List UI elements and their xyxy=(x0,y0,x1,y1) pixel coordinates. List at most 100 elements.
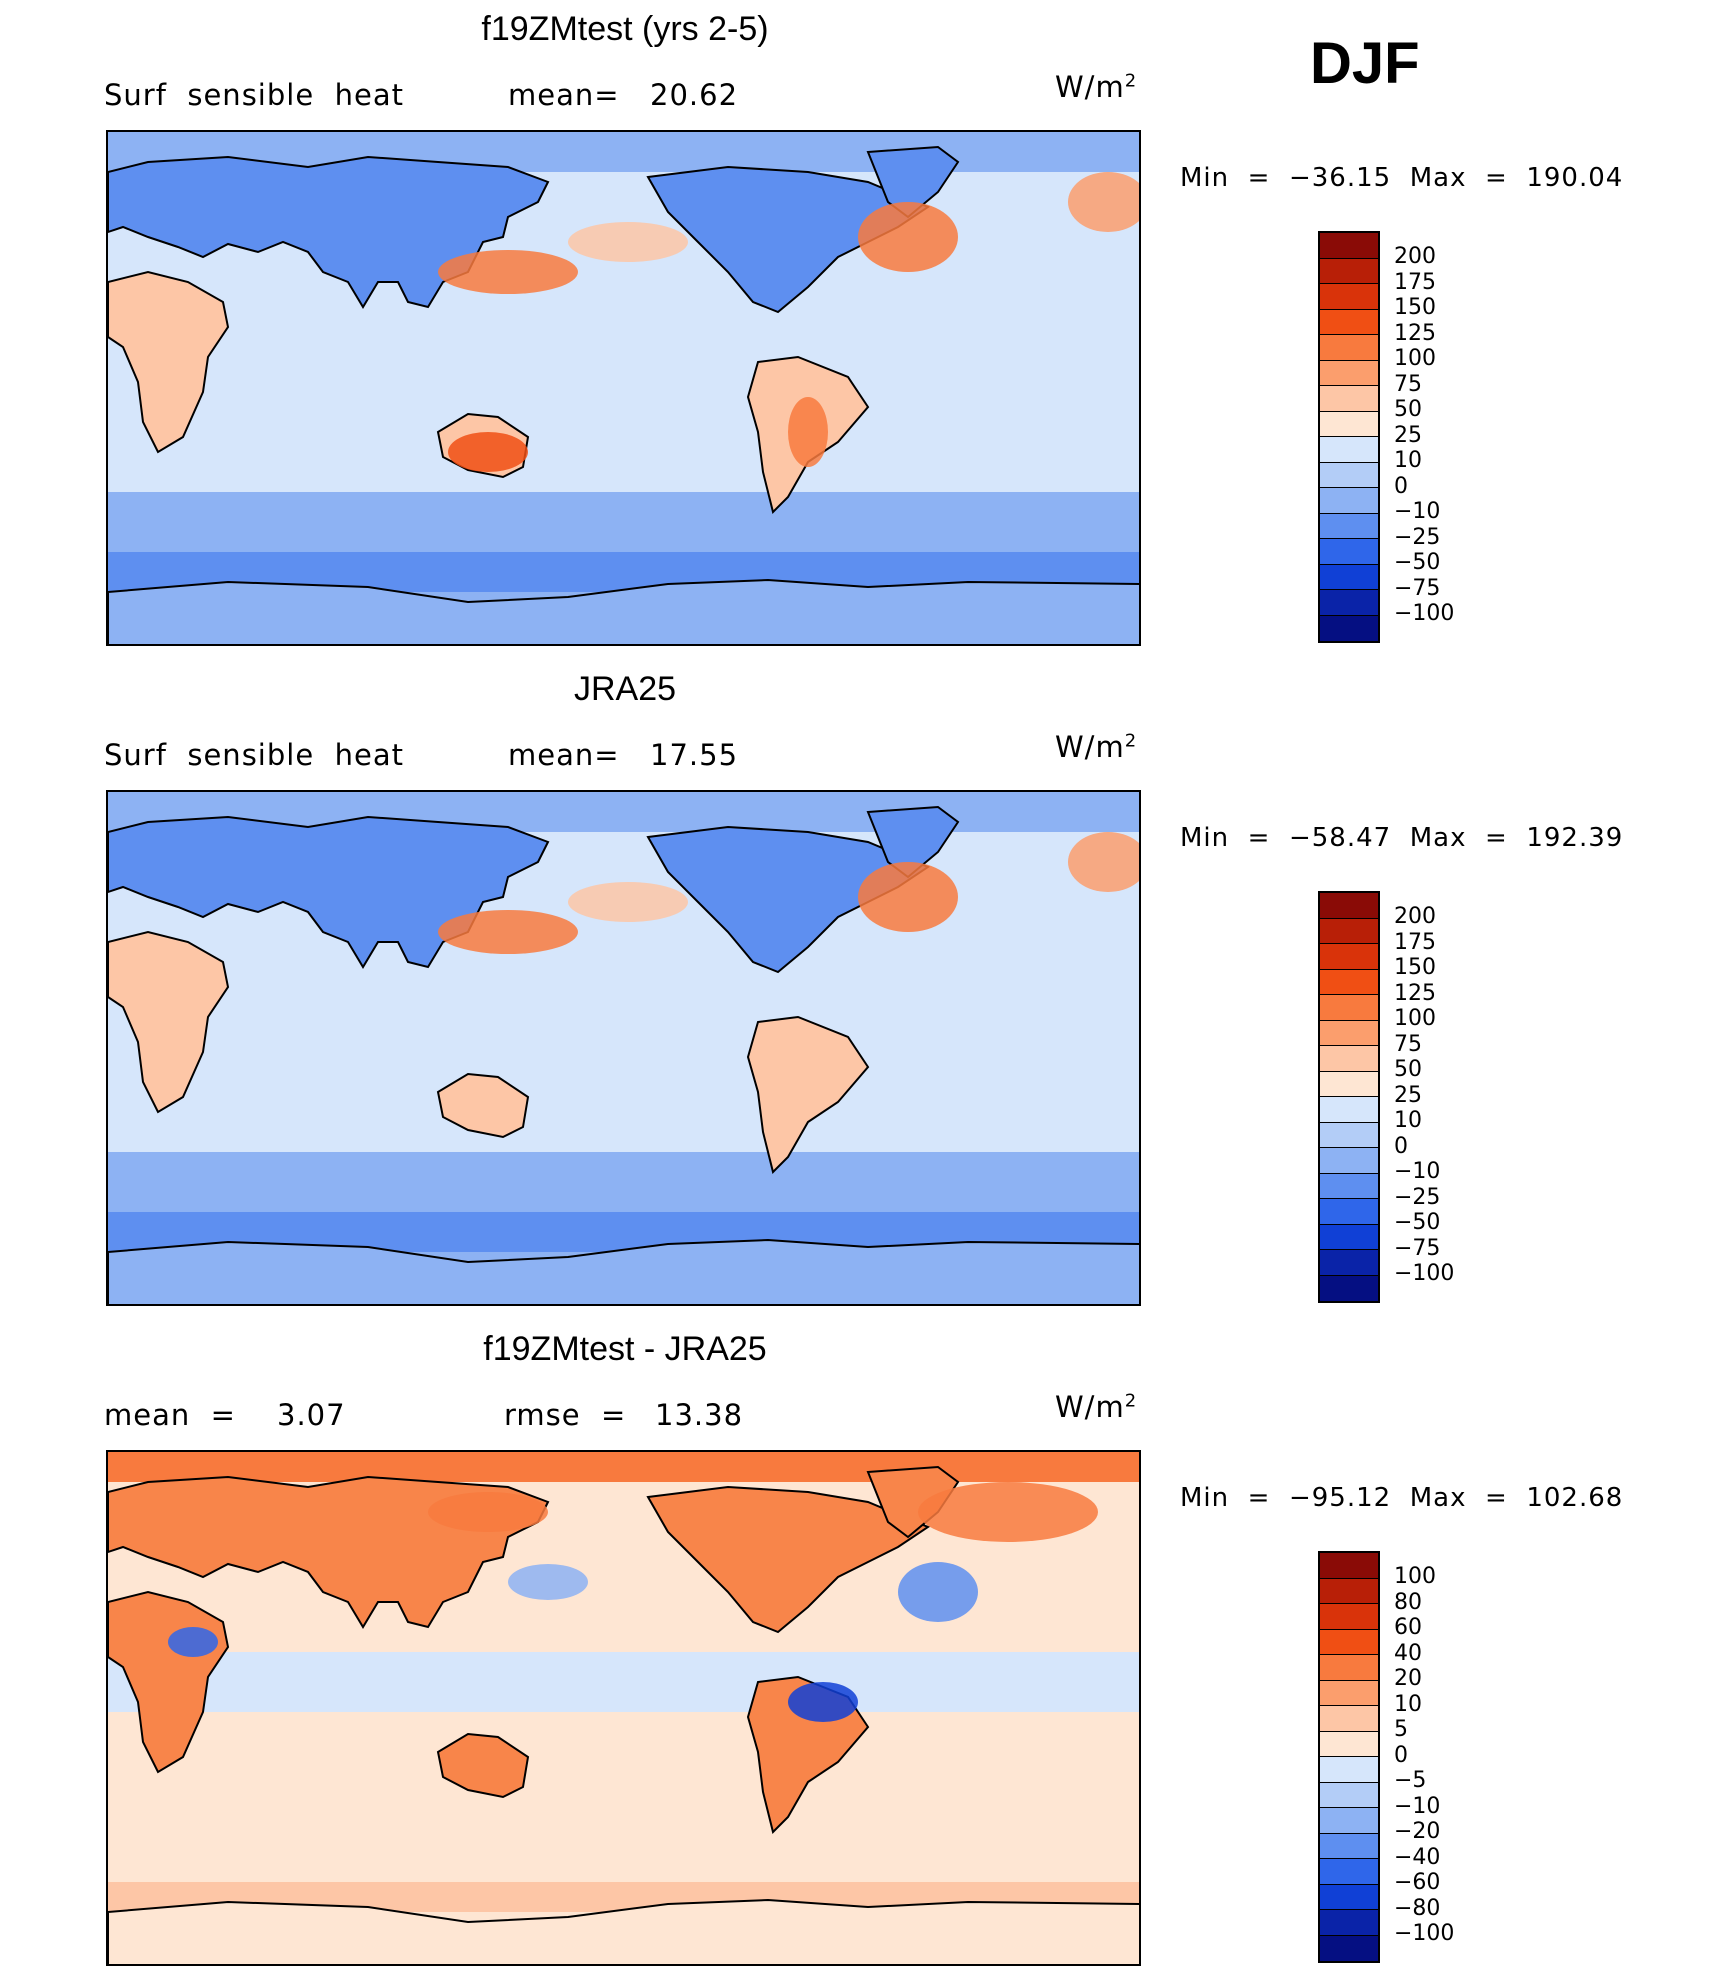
field-anomaly xyxy=(428,1492,548,1532)
colorbar-tick-label: −50 xyxy=(1394,1210,1441,1235)
colorbar-tick-label: −75 xyxy=(1394,575,1441,601)
panel-2-mean-label: mean= xyxy=(508,738,620,772)
continent-outline xyxy=(436,1732,530,1799)
colorbar-swatch xyxy=(1320,1731,1378,1757)
colorbar-swatch xyxy=(1320,1808,1378,1834)
continent-outline xyxy=(108,578,1139,644)
colorbar-swatch xyxy=(1320,1680,1378,1706)
colorbar-tick-label: 40 xyxy=(1394,1640,1422,1666)
continent-outline xyxy=(646,165,931,314)
field-anomaly xyxy=(858,202,958,272)
continent-outline xyxy=(646,1485,931,1634)
panel-1-title: f19ZMtest (yrs 2-5) xyxy=(481,10,769,48)
colorbar-tick-label: −25 xyxy=(1394,1184,1441,1210)
colorbar-swatch xyxy=(1320,488,1378,514)
colorbar-tick-label: 25 xyxy=(1394,422,1422,448)
colorbar-swatch xyxy=(1320,1275,1378,1301)
colorbar-swatch xyxy=(1320,944,1378,970)
field-band xyxy=(108,1652,1139,1712)
map-field xyxy=(108,1452,1139,1964)
panel-2-mean-value: 17.55 xyxy=(650,738,739,772)
field-anomaly xyxy=(788,397,828,467)
field-band xyxy=(108,1452,1139,1482)
colorbar-tick-label: 0 xyxy=(1394,473,1408,499)
panel-1-map xyxy=(106,130,1141,646)
field-anomaly xyxy=(858,862,958,932)
colorbar-swatch xyxy=(1320,1604,1378,1630)
panel-1-units: W/m2 xyxy=(1055,70,1138,104)
panel-1-colorbar xyxy=(1318,231,1380,643)
colorbar-swatch xyxy=(1320,1173,1378,1199)
colorbar-swatch xyxy=(1320,386,1378,412)
colorbar-tick-label: 100 xyxy=(1394,1564,1436,1589)
field-anomaly xyxy=(508,1564,588,1600)
field-anomaly xyxy=(898,1562,978,1622)
colorbar-swatch xyxy=(1320,258,1378,284)
panel-3-units: W/m2 xyxy=(1055,1390,1138,1424)
colorbar-swatch xyxy=(1320,1148,1378,1174)
field-anomaly xyxy=(168,1627,218,1657)
panel-1-mean-label: mean= xyxy=(508,78,620,112)
colorbar-tick-label: 20 xyxy=(1394,1666,1422,1691)
panel-2-minmax: Min = −58.47 Max = 192.39 xyxy=(1180,823,1624,853)
colorbar-tick-label: −60 xyxy=(1394,1870,1441,1895)
colorbar-tick-label: −20 xyxy=(1394,1819,1441,1844)
colorbar-tick-label: 100 xyxy=(1394,1006,1436,1031)
colorbar-tick-label: −10 xyxy=(1394,1793,1441,1819)
colorbar-tick-label: 200 xyxy=(1394,904,1436,929)
colorbar-tick-label: −25 xyxy=(1394,524,1441,550)
colorbar-tick-label: 75 xyxy=(1394,371,1422,397)
colorbar-tick-label: 5 xyxy=(1394,1717,1408,1742)
colorbar-swatch xyxy=(1320,590,1378,616)
field-band xyxy=(108,1152,1139,1212)
panel-3-minmax: Min = −95.12 Max = 102.68 xyxy=(1180,1483,1624,1513)
colorbar-tick-label: 150 xyxy=(1394,955,1436,980)
colorbar-tick-label: 0 xyxy=(1394,1742,1408,1768)
colorbar-tick-label: −5 xyxy=(1394,1768,1427,1793)
colorbar-swatch xyxy=(1320,1250,1378,1276)
colorbar-swatch xyxy=(1320,1884,1378,1910)
colorbar-swatch xyxy=(1320,1910,1378,1936)
colorbar-tick-label: 0 xyxy=(1394,1133,1408,1159)
colorbar-tick-label: 150 xyxy=(1394,295,1436,320)
colorbar-swatch xyxy=(1320,1578,1378,1604)
panel-3-map xyxy=(106,1450,1141,1966)
colorbar-swatch xyxy=(1320,284,1378,310)
colorbar-swatch xyxy=(1320,969,1378,995)
colorbar-swatch xyxy=(1320,1097,1378,1123)
colorbar-swatch xyxy=(1320,1020,1378,1046)
colorbar-tick-label: 80 xyxy=(1394,1589,1422,1615)
field-anomaly xyxy=(1068,172,1139,232)
field-band xyxy=(108,492,1139,552)
colorbar-swatch xyxy=(1320,918,1378,944)
continent-outline xyxy=(108,930,230,1114)
colorbar-tick-label: 50 xyxy=(1394,397,1422,422)
colorbar-tick-label: 60 xyxy=(1394,1615,1422,1640)
colorbar-tick-label: 200 xyxy=(1394,244,1436,269)
colorbar-tick-label: 10 xyxy=(1394,1108,1422,1133)
panel-3-mean-value: 3.07 xyxy=(277,1398,346,1432)
continent-outline xyxy=(108,270,230,454)
colorbar-swatch xyxy=(1320,1553,1378,1579)
colorbar-tick-label: 175 xyxy=(1394,269,1436,295)
panel-3-mean-label: mean = xyxy=(104,1398,236,1432)
colorbar-tick-label: 125 xyxy=(1394,980,1436,1006)
colorbar-swatch xyxy=(1320,360,1378,386)
colorbar-tick-label: 50 xyxy=(1394,1057,1422,1082)
field-anomaly xyxy=(918,1482,1098,1542)
colorbar-swatch xyxy=(1320,1071,1378,1097)
continent-outline xyxy=(866,145,960,219)
continent-outline xyxy=(436,1072,530,1139)
colorbar-tick-label: −100 xyxy=(1394,1921,1455,1946)
season-label: DJF xyxy=(1310,31,1420,96)
panel-2-units: W/m2 xyxy=(1055,730,1138,764)
colorbar-tick-label: 175 xyxy=(1394,929,1436,955)
continent-outline xyxy=(646,825,931,974)
colorbar-swatch xyxy=(1320,1706,1378,1732)
colorbar-swatch xyxy=(1320,539,1378,565)
colorbar-tick-label: −40 xyxy=(1394,1844,1441,1870)
colorbar-swatch xyxy=(1320,564,1378,590)
colorbar-tick-label: 125 xyxy=(1394,320,1436,346)
colorbar-swatch xyxy=(1320,995,1378,1021)
field-anomaly xyxy=(568,882,688,922)
